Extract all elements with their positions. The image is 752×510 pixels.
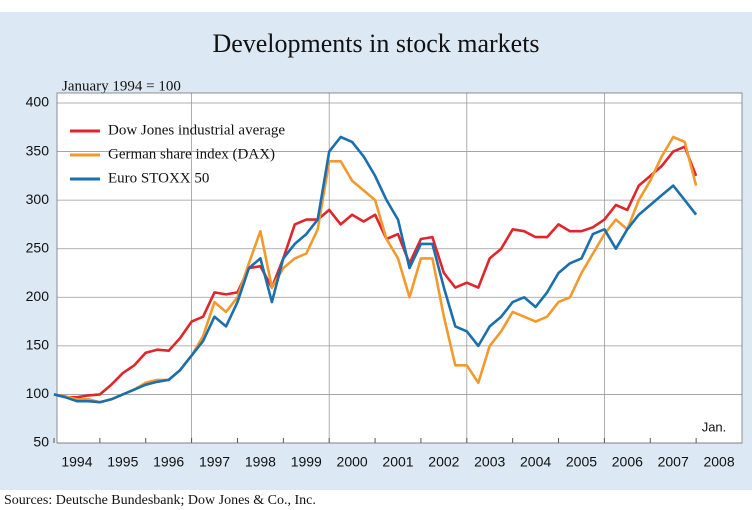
source-note: Sources: Deutsche Bundesbank; Dow Jones …	[4, 493, 316, 508]
x-tick-label: 2005	[566, 454, 597, 470]
x-tick-label: 2008	[703, 454, 734, 470]
x-tick-label: 2007	[658, 454, 689, 470]
y-tick-label: 200	[26, 288, 50, 304]
plot-frame	[56, 92, 743, 444]
legend-label: Dow Jones industrial average	[108, 122, 285, 138]
x-tick-label: 1999	[291, 454, 322, 470]
y-tick-label: 150	[26, 337, 50, 353]
y-tick-label: 100	[26, 385, 50, 401]
x-tick-label: 1995	[107, 454, 138, 470]
legend-label: Euro STOXX 50	[108, 170, 209, 186]
series-line	[53, 145, 698, 399]
y-tick-label: 300	[26, 191, 50, 207]
y-tick-label: 250	[26, 239, 50, 255]
annotation: Jan.	[702, 419, 727, 434]
legend-label: German share index (DAX)	[108, 146, 275, 162]
chart-title: Developments in stock markets	[212, 29, 539, 58]
x-tick-label: 2000	[337, 454, 368, 470]
series-line	[53, 135, 698, 404]
y-axis-label: January 1994 = 100	[62, 78, 181, 94]
x-tick-label: 1998	[245, 454, 276, 470]
x-tick-label: 1994	[61, 454, 92, 470]
y-tick-label: 400	[26, 94, 50, 110]
x-tick-label: 2006	[612, 454, 643, 470]
x-tick-label: 1997	[199, 454, 230, 470]
x-tick-label: 2004	[520, 454, 551, 470]
y-tick-label: 350	[26, 142, 50, 158]
y-tick-label: 50	[33, 434, 49, 450]
x-tick-label: 2001	[382, 454, 413, 470]
x-tick-label: 2003	[474, 454, 505, 470]
x-tick-label: 1996	[153, 454, 184, 470]
x-tick-label: 2002	[428, 454, 459, 470]
